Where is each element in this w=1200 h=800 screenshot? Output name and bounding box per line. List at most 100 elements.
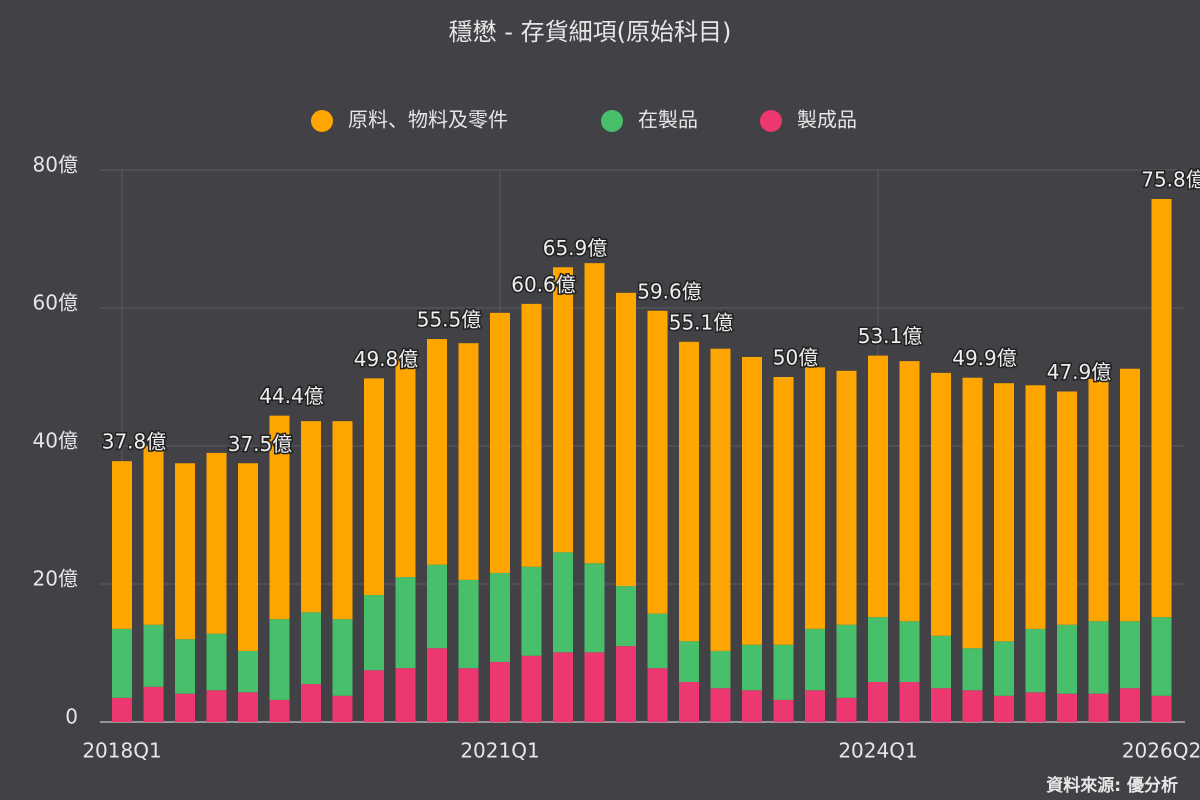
bar-segment	[962, 648, 983, 691]
total-label: 65.9億	[543, 236, 608, 260]
bar-segment	[1151, 198, 1172, 618]
total-label: 37.5億	[228, 432, 293, 456]
bar-segment	[427, 339, 447, 565]
total-label: 59.6億	[637, 279, 702, 303]
bar-segment	[206, 690, 227, 722]
y-tick-label: 20億	[33, 567, 78, 591]
bar-segment	[1025, 692, 1046, 722]
legend-label: 製成品	[797, 108, 857, 132]
bars	[112, 198, 1172, 722]
bar-segment	[553, 652, 573, 722]
bar-segment	[1120, 621, 1140, 689]
bar-segment	[427, 564, 447, 649]
bar-segment	[364, 595, 384, 671]
bar-segment	[112, 461, 132, 629]
y-tick-label: 60億	[33, 291, 78, 315]
total-label: 50億	[773, 346, 818, 370]
bar-segment	[962, 690, 983, 722]
bar-segment	[584, 652, 605, 722]
bar-segment	[301, 612, 321, 685]
bar-segment	[647, 668, 668, 722]
legend-swatch	[311, 110, 333, 132]
bar-segment	[206, 452, 227, 634]
bar-segment	[773, 644, 794, 700]
bar-segment	[1057, 391, 1077, 625]
bar-segment	[112, 628, 132, 698]
bar-segment	[1151, 617, 1172, 696]
bar-segment	[269, 619, 290, 700]
bar-segment	[143, 446, 164, 625]
bar-segment	[836, 370, 857, 625]
total-label: 55.1億	[669, 310, 734, 334]
bar-segment	[679, 681, 699, 722]
bar-segment	[742, 690, 762, 722]
bar-segment	[332, 619, 353, 696]
bar-segment	[332, 695, 353, 722]
bar-segment	[899, 361, 920, 622]
bar-segment	[521, 566, 542, 656]
bar-segment	[647, 310, 668, 614]
bar-segment	[962, 377, 983, 649]
bar-segment	[742, 644, 762, 691]
bar-segment	[458, 668, 479, 722]
bar-segment	[301, 421, 321, 613]
total-label: 44.4億	[259, 384, 324, 408]
total-label: 47.9億	[1047, 360, 1112, 384]
bar-segment	[805, 367, 825, 629]
bar-segment	[868, 355, 888, 618]
legend-label: 原料、物料及零件	[348, 108, 508, 132]
bar-segment	[899, 621, 920, 682]
bar-segment	[427, 648, 447, 722]
bar-segment	[395, 668, 416, 722]
bar-segment	[710, 650, 731, 689]
bar-segment	[868, 681, 888, 722]
legend-swatch	[601, 110, 623, 132]
bar-segment	[332, 421, 353, 620]
total-label: 49.8億	[354, 347, 419, 371]
bar-segment	[679, 341, 699, 642]
legend: 原料、物料及零件 在製品 製成品	[311, 108, 857, 132]
bar-segment	[994, 695, 1014, 722]
bar-segment	[899, 681, 920, 722]
bar-segment	[112, 697, 132, 722]
bar-segment	[710, 348, 731, 651]
bar-segment	[994, 641, 1014, 696]
bar-segment	[175, 463, 195, 640]
bar-segment	[490, 572, 510, 662]
bar-segment	[521, 303, 542, 567]
bar-segment	[805, 690, 825, 722]
bar-segment	[1088, 693, 1109, 722]
bar-segment	[364, 670, 384, 722]
bar-segment	[1025, 628, 1046, 693]
bar-segment	[1088, 379, 1109, 622]
bar-segment	[836, 624, 857, 698]
bar-segment	[269, 699, 290, 722]
y-tick-label: 40億	[33, 429, 78, 453]
bar-segment	[584, 563, 605, 653]
bar-segment	[836, 697, 857, 722]
bar-segment	[175, 693, 195, 722]
bar-segment	[521, 655, 542, 722]
bar-segment	[553, 267, 573, 553]
bar-segment	[238, 463, 258, 651]
bar-segment	[364, 378, 384, 596]
source-note: 資料來源: 優分析	[1046, 775, 1178, 796]
bar-segment	[206, 633, 227, 691]
total-label: 49.9億	[952, 346, 1017, 370]
bar-segment	[458, 579, 479, 669]
bar-segment	[553, 552, 573, 653]
bar-segment	[710, 688, 731, 722]
bar-segment	[994, 383, 1014, 642]
bar-segment	[742, 356, 762, 645]
legend-swatch	[760, 110, 782, 132]
bar-segment	[584, 263, 605, 564]
bar-segment	[616, 646, 636, 722]
bar-segment	[931, 688, 951, 722]
bar-segment	[647, 613, 668, 669]
bar-segment	[238, 650, 258, 693]
bar-segment	[395, 577, 416, 669]
chart-title: 穩懋 - 存貨細項(原始科目)	[449, 18, 732, 46]
bar-segment	[773, 377, 794, 645]
bar-segment	[805, 628, 825, 691]
